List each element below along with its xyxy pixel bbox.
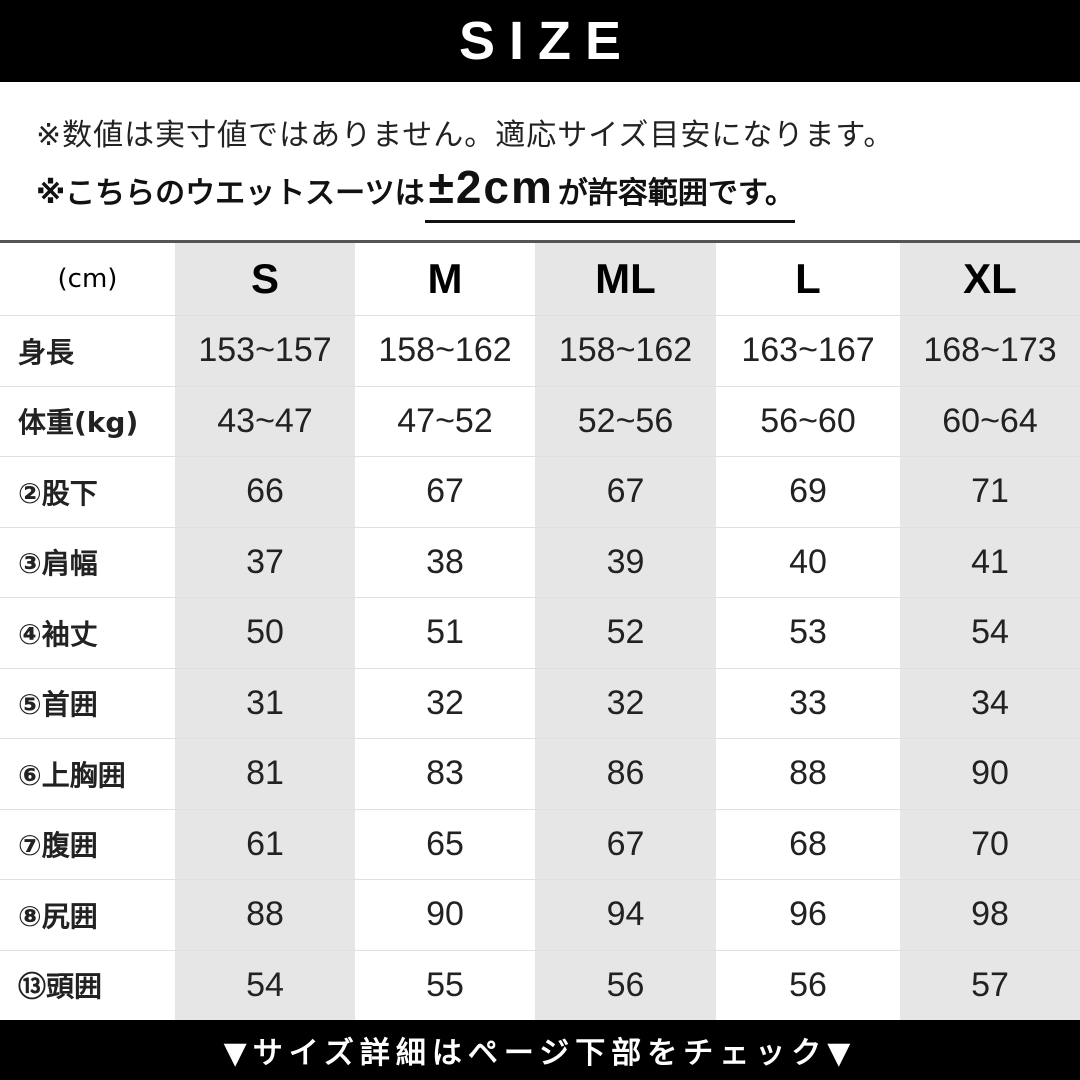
measurement-value: 43~47 (217, 401, 313, 440)
table-row: ③肩幅 37 38 39 40 41 (0, 528, 1080, 598)
table-row: ⑤首囲 31 32 32 33 34 (0, 669, 1080, 739)
measurement-value: 67 (606, 824, 645, 863)
measurement-value: 66 (246, 472, 284, 511)
header-row: (cm) S M ML L XL (0, 243, 1080, 316)
table-row: 身長 153~157 158~162 158~162 163~167 168~173 (0, 316, 1080, 387)
measurement-value: 54 (246, 965, 284, 1004)
measurement-value: 98 (971, 895, 1009, 934)
measurement-value: 90 (971, 754, 1009, 793)
measurement-value: 56 (789, 965, 827, 1004)
footer-banner: ▼サイズ詳細はページ下部をチェック▼ (0, 1020, 1080, 1080)
measurement-value: 96 (789, 895, 827, 934)
shaded-column (900, 243, 1080, 1020)
measurement-value: 83 (426, 754, 464, 793)
footer-text: ▼サイズ詳細はページ下部をチェック▼ (223, 1036, 857, 1071)
table-row: 体重(kg) 43~47 47~52 52~56 56~60 60~64 (0, 387, 1080, 457)
measurement-value: 56~60 (760, 401, 856, 440)
measurement-value: 40 (789, 542, 827, 581)
size-header: S (250, 255, 279, 302)
tolerance-underlined: ±2cm が許容範囲です。 (424, 160, 795, 223)
measurement-value: 50 (246, 613, 284, 652)
table-row: ⑬頭囲 54 55 56 56 57 (0, 951, 1080, 1021)
measurement-value: 158~162 (378, 331, 512, 370)
row-label: ⑦腹囲 (18, 829, 98, 863)
table-row: ④袖丈 50 51 52 53 54 (0, 598, 1080, 669)
measurement-value: 168~173 (923, 331, 1057, 370)
row-label: 体重(kg) (18, 406, 139, 440)
title-banner: SIZE (0, 0, 1080, 82)
measurement-value: 88 (246, 895, 284, 934)
measurement-value: 47~52 (397, 401, 493, 440)
measurement-value: 88 (789, 754, 827, 793)
table-row: ②股下 66 67 67 69 71 (0, 457, 1080, 528)
size-header: M (427, 255, 463, 302)
measurement-value: 32 (426, 683, 464, 722)
measurement-value: 69 (789, 472, 827, 511)
size-header: XL (963, 255, 1017, 302)
measurement-value: 71 (971, 472, 1009, 511)
row-label: 身長 (18, 335, 75, 369)
tolerance-prefix: ※こちらのウエットスーツは (36, 176, 425, 211)
shaded-column (175, 243, 355, 1020)
row-label: ②股下 (18, 476, 98, 510)
row-label: ⑬頭囲 (18, 970, 103, 1004)
shaded-column (535, 243, 716, 1020)
table-row: ⑦腹囲 61 65 67 68 70 (0, 810, 1080, 880)
measurement-value: 38 (426, 542, 464, 581)
row-label: ③肩幅 (18, 547, 98, 581)
size-header: ML (595, 255, 656, 302)
measurement-value: 163~167 (741, 331, 875, 370)
size-table: (cm) S M ML L XL 身長 153~157 158~162 158~162 163~16… (0, 240, 1080, 1021)
tolerance-suffix: が許容範囲です。 (557, 176, 795, 211)
table-row: ⑧尻囲 88 90 94 96 98 (0, 880, 1080, 951)
measurement-value: 57 (971, 965, 1009, 1004)
row-label: ④袖丈 (18, 617, 98, 651)
measurement-value: 52~56 (577, 401, 674, 440)
measurement-value: 34 (971, 683, 1009, 722)
measurement-value: 51 (426, 613, 464, 652)
measurement-value: 60~64 (942, 401, 1038, 440)
table-row: ⑥上胸囲 81 83 86 88 90 (0, 739, 1080, 810)
measurement-value: 158~162 (558, 331, 693, 370)
measurement-value: 81 (246, 754, 284, 793)
row-label: ⑥上胸囲 (18, 758, 126, 792)
measurement-value: 55 (426, 965, 464, 1004)
measurement-value: 153~157 (198, 331, 332, 370)
measurement-value: 33 (789, 683, 827, 722)
measurement-value: 90 (426, 895, 464, 934)
measurement-value: 56 (606, 965, 645, 1004)
page-title: SIZE (458, 11, 636, 71)
measurement-value: 31 (246, 683, 284, 722)
disclaimer-note: ※数値は実寸値ではありません。適応サイズ目安になります。 (36, 118, 895, 153)
measurement-value: 53 (789, 613, 827, 652)
measurement-value: 67 (606, 472, 645, 511)
measurement-value: 32 (606, 683, 645, 722)
row-label: ⑧尻囲 (18, 899, 98, 933)
measurement-value: 37 (246, 542, 284, 581)
measurement-value: 86 (606, 754, 645, 793)
row-label: ⑤首囲 (18, 688, 98, 722)
measurement-value: 70 (971, 824, 1009, 863)
size-header: L (795, 255, 821, 302)
measurement-value: 94 (606, 895, 645, 934)
measurement-value: 39 (606, 542, 645, 581)
tolerance-value: ±2cm (428, 161, 554, 213)
measurement-value: 65 (426, 824, 464, 863)
measurement-value: 67 (426, 472, 464, 511)
measurement-value: 68 (789, 824, 827, 863)
measurement-value: 61 (246, 824, 284, 863)
measurement-value: 52 (606, 613, 645, 652)
measurement-value: 54 (971, 613, 1009, 652)
measurement-value: 41 (971, 542, 1009, 581)
tolerance-note: ※こちらのウエットスーツは ±2cm が許容範囲です。 (36, 160, 795, 223)
unit-label: (cm) (57, 264, 118, 294)
